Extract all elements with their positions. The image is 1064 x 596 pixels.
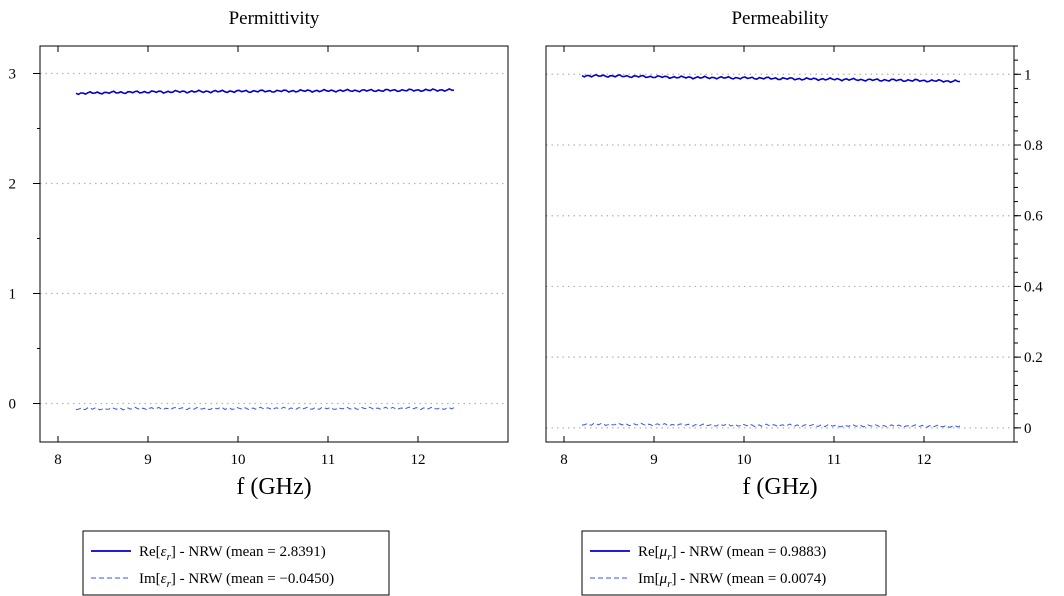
y-tick-label: 0.6 (1024, 209, 1043, 225)
legend-box (82, 530, 390, 596)
plot-frame (39, 45, 509, 443)
y-tick-label: 0.2 (1024, 350, 1043, 366)
x-tick-label: 10 (231, 452, 246, 468)
x-tick-label: 12 (917, 452, 932, 468)
y-tick-label: 0 (1024, 421, 1032, 437)
x-tick-label: 8 (560, 452, 568, 468)
series-line-2 (75, 406, 455, 411)
series-line-2 (581, 422, 961, 428)
series-line-1 (581, 73, 961, 84)
plot-frame (545, 45, 1015, 443)
y-tick-label: 0.8 (1024, 138, 1043, 154)
x-tick-label: 9 (650, 452, 658, 468)
legend: Re[μr] - NRW (mean = 0.9883) Im[μr] - NRW… (581, 530, 887, 596)
y-tick-label: 0 (9, 397, 17, 413)
legend-label-1: Re[μr] - NRW (mean = 0.9883) (638, 544, 826, 563)
y-tick-label: 1 (9, 287, 17, 303)
y-tick-label: 0.4 (1024, 279, 1043, 295)
y-tick-label: 1 (1024, 67, 1032, 83)
x-axis-label: f (GHz) (236, 474, 311, 500)
legend-label-2: Im[μr] - NRW (mean = 0.0074) (638, 571, 826, 590)
x-tick-label: 8 (54, 452, 62, 468)
chart-title: Permeability (731, 8, 829, 29)
x-tick-label: 11 (827, 452, 841, 468)
x-tick-label: 9 (144, 452, 152, 468)
y-tick-label: 3 (9, 67, 17, 83)
chart-panel-2: 8 9 10 11 12 0 0.2 0.4 0.6 0.8 1 Permeability f (GHz… (545, 8, 1043, 596)
y-tick-label: 2 (9, 177, 17, 193)
legend-label-1: Re[εr] - NRW (mean = 2.8391) (139, 544, 326, 563)
legend-label-2: Im[εr] - NRW (mean = −0.0450) (139, 571, 334, 590)
x-axis-label: f (GHz) (742, 474, 817, 500)
x-tick-label: 10 (737, 452, 752, 468)
x-tick-label: 12 (411, 452, 426, 468)
series-line-1 (75, 87, 455, 96)
legend: Re[εr] - NRW (mean = 2.8391) Im[εr] - NRW… (82, 530, 390, 596)
x-tick-label: 11 (321, 452, 335, 468)
chart-title: Permittivity (229, 8, 320, 29)
legend-box (581, 530, 887, 596)
